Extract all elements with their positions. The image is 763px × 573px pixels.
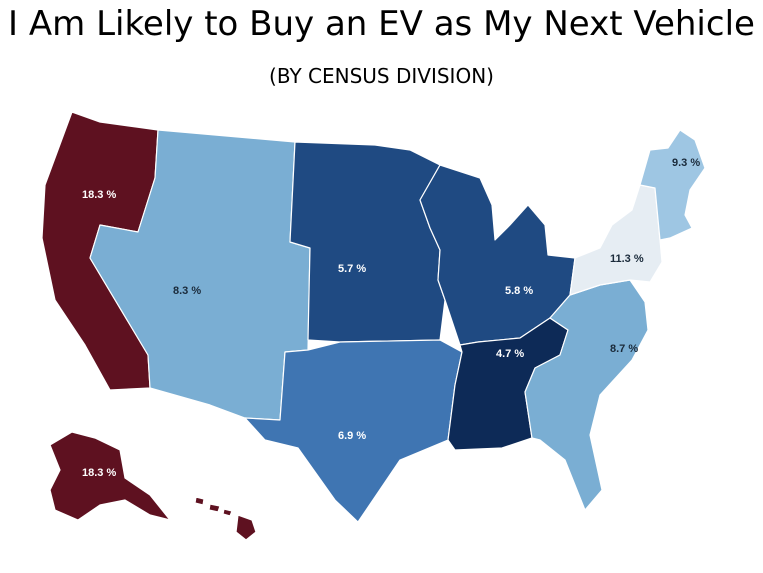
value-label-mountain: 8.3 % xyxy=(173,285,201,297)
map-subtitle: (BY CENSUS DIVISION) xyxy=(269,64,494,88)
value-label-middle-atlantic: 11.3 % xyxy=(610,253,644,265)
value-label-east-north-central: 5.8 % xyxy=(505,285,533,297)
value-label-alaska: 18.3 % xyxy=(82,467,116,479)
value-label-west-north-central: 5.7 % xyxy=(338,263,366,275)
region-west-north-central[interactable] xyxy=(289,141,446,343)
value-label-east-south-central: 4.7 % xyxy=(496,348,524,360)
region-middle-atlantic[interactable] xyxy=(569,184,663,296)
value-label-new-england: 9.3 % xyxy=(672,157,700,169)
map-title: I Am Likely to Buy an EV as My Next Vehi… xyxy=(8,4,755,44)
value-label-south-atlantic: 8.7 % xyxy=(610,343,638,355)
region-alaska[interactable] xyxy=(49,431,171,521)
region-west-south-central[interactable] xyxy=(244,339,463,523)
region-new-england[interactable] xyxy=(639,129,706,241)
region-hawaii[interactable] xyxy=(235,514,257,541)
region-hawaii-islands[interactable] xyxy=(194,496,233,517)
value-label-west-south-central: 6.9 % xyxy=(338,430,366,442)
region-south-atlantic[interactable] xyxy=(524,279,649,511)
value-label-pacific: 18.3 % xyxy=(82,189,116,201)
